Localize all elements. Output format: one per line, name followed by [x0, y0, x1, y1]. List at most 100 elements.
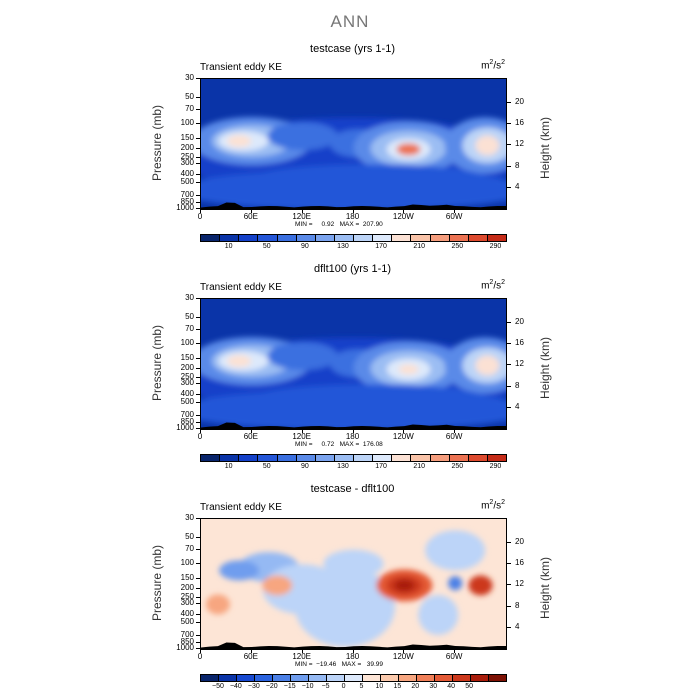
units-base: m	[481, 280, 490, 292]
x-tick-label: 120W	[392, 212, 414, 221]
contour-field	[201, 79, 506, 209]
colorbar-swatch	[435, 675, 453, 681]
y-tick-label: 400	[180, 389, 194, 399]
y-tick-label: 100	[180, 337, 194, 347]
y-tick-mark	[196, 316, 200, 318]
contour-plot	[200, 518, 507, 650]
contour-min	[448, 576, 463, 591]
x-tick-label: 120W	[392, 432, 414, 441]
y-tick-label: 50	[185, 531, 194, 541]
colorbar-swatch	[453, 675, 471, 681]
colorbar-swatch	[315, 455, 335, 461]
min-max-readout: MIN = 0.92 MAX = 207.90	[295, 221, 383, 228]
colorbar-swatch	[487, 455, 506, 461]
colorbar	[200, 674, 507, 682]
panel-title: dflt100 (yrs 1-1)	[313, 263, 392, 275]
y-tick-mark	[196, 368, 200, 370]
contour-region	[250, 164, 491, 195]
colorbar-swatch	[277, 235, 297, 241]
x-tick-mark	[352, 209, 354, 213]
contour-max	[475, 135, 500, 156]
y-tick-mark	[196, 402, 200, 404]
panel-title: testcase (yrs 1-1)	[310, 43, 395, 55]
colorbar-swatch	[291, 675, 309, 681]
panel-title: testcase - dflt100	[310, 483, 395, 495]
colorbar-swatch	[468, 455, 488, 461]
height-tick-label: 8	[515, 160, 520, 170]
y-tick-label: 700	[180, 409, 194, 419]
colorbar-swatch	[411, 235, 431, 241]
colorbar-label: 5	[359, 683, 364, 690]
height-tick-label: 8	[515, 380, 520, 390]
y-tick-label: 150	[180, 132, 194, 142]
x-tick-mark	[200, 649, 201, 653]
x-tick-label: 120E	[292, 432, 311, 441]
colorbar-swatch	[449, 455, 469, 461]
colorbar-label: 50	[262, 463, 271, 470]
contour-region	[205, 594, 230, 615]
contour-region	[219, 560, 260, 581]
colorbar-label: 30	[429, 683, 438, 690]
colorbar-swatch	[354, 455, 374, 461]
colorbar-swatch	[201, 675, 219, 681]
y-tick-mark	[196, 634, 200, 636]
contour-region	[425, 530, 486, 571]
x-tick-mark	[250, 649, 252, 653]
units-exp: 2	[501, 279, 505, 286]
height-tick-label: 4	[515, 621, 520, 631]
x-tick-label: 60E	[243, 212, 258, 221]
colorbar-label: 20	[411, 683, 420, 690]
y-tick-label: 400	[180, 169, 194, 179]
units-exp: 2	[501, 59, 505, 66]
colorbar-swatch	[417, 675, 435, 681]
colorbar-label: 290	[489, 463, 502, 470]
y-tick-label: 200	[180, 143, 194, 153]
x-tick-mark	[301, 209, 303, 213]
y-tick-label: 70	[185, 544, 194, 554]
colorbar-label: 40	[447, 683, 456, 690]
colorbar-swatch	[373, 455, 393, 461]
colorbar-swatch	[392, 235, 412, 241]
y-tick-mark	[196, 518, 200, 519]
colorbar-label: 170	[375, 243, 387, 250]
contour-max	[475, 355, 500, 376]
colorbar-label: 0	[341, 683, 346, 690]
x-tick-label: 120E	[292, 652, 311, 661]
colorbar-swatch	[201, 455, 221, 461]
x-tick-label: 60W	[445, 432, 463, 441]
y-tick-mark	[196, 298, 200, 299]
colorbar-label: −40	[229, 683, 242, 690]
y-tick-label: 850	[180, 416, 194, 426]
colorbar-label: 10	[224, 463, 233, 470]
y-tick-mark	[196, 421, 200, 423]
contour-max	[394, 579, 415, 592]
colorbar-swatch	[220, 455, 240, 461]
y-tick-label: 1000	[176, 423, 194, 432]
x-tick-mark	[301, 429, 303, 433]
y-tick-mark	[196, 342, 200, 344]
x-tick-mark	[454, 429, 456, 433]
y-tick-mark	[196, 648, 200, 649]
y2-axis-label: Height (km)	[538, 336, 552, 399]
colorbar-label: 15	[393, 683, 402, 690]
colorbar-swatch	[258, 235, 278, 241]
units-exp: 2	[501, 499, 505, 506]
colorbar-swatch	[430, 455, 450, 461]
colorbar-swatch	[363, 675, 381, 681]
x-tick-mark	[403, 429, 405, 433]
colorbar-swatch	[296, 235, 316, 241]
x-tick-mark	[301, 649, 303, 653]
colorbar-swatch	[354, 235, 374, 241]
height-tick-label: 8	[515, 600, 520, 610]
y-tick-mark	[196, 394, 200, 396]
y2-axis-label: Height (km)	[538, 556, 552, 619]
height-tick-label: 12	[515, 359, 524, 369]
colorbar-label: 90	[300, 243, 309, 250]
x-tick-label: 60W	[445, 652, 463, 661]
y-tick-label: 1000	[176, 643, 194, 652]
y-tick-mark	[196, 201, 200, 203]
y-tick-label: 700	[180, 189, 194, 199]
colorbar-swatch	[296, 455, 316, 461]
contour-blobs	[205, 530, 493, 647]
units-label: m2/s2	[445, 279, 505, 291]
